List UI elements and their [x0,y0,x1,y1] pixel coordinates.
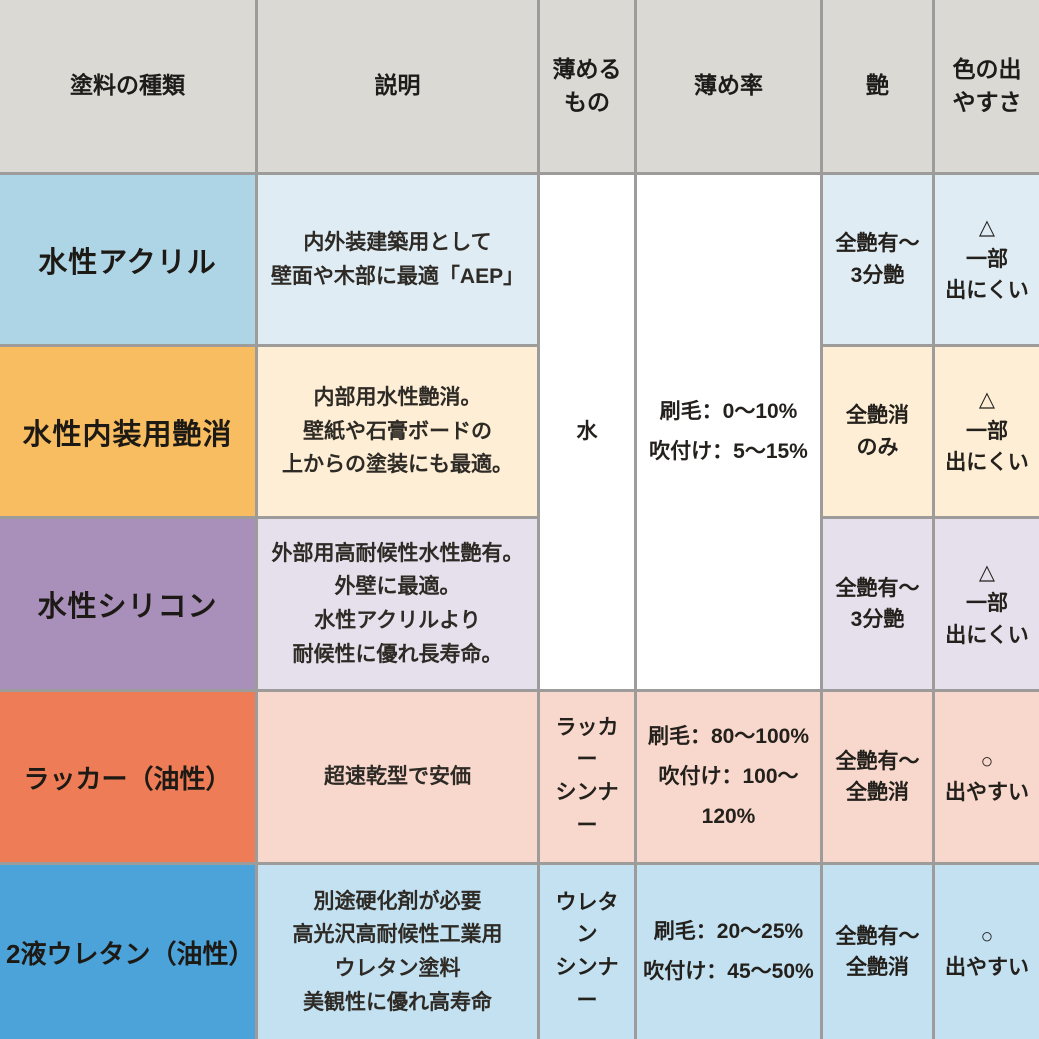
header-thinner: 薄める もの [540,0,634,172]
paint-type-cell: ラッカー（油性） [0,692,255,862]
header-gloss: 艶 [823,0,932,172]
description-cell: 内外装建築用として 壁面や木部に最適「AEP」 [258,175,537,344]
gloss-cell: 全艶有〜 3分艶 [823,175,932,344]
color-ease-cell: △ 一部 出にくい [935,175,1039,344]
header-paint-type: 塗料の種類 [0,0,255,172]
description-cell: 超速乾型で安価 [258,692,537,862]
paint-type-cell: 2液ウレタン（油性） [0,865,255,1039]
color-ease-cell: ○ 出やすい [935,865,1039,1039]
thinner-cell: ラッカー シンナー [540,692,634,862]
thinner-cell: ウレタン シンナー [540,865,634,1039]
paint-type-cell: 水性内装用艶消 [0,347,255,516]
gloss-cell: 全艶有〜 全艶消 [823,692,932,862]
gloss-cell: 全艶有〜 3分艶 [823,519,932,689]
header-description: 説明 [258,0,537,172]
description-cell: 外部用高耐候性水性艶有。 外壁に最適。 水性アクリルより 耐候性に優れ長寿命。 [258,519,537,689]
dilution-ratio-cell-merged-water: 刷毛：0〜10% 吹付け：5〜15% [637,175,820,689]
thinner-cell-merged-water: 水 [540,175,634,689]
color-ease-cell: △ 一部 出にくい [935,519,1039,689]
description-cell: 別途硬化剤が必要 高光沢高耐候性工業用 ウレタン塗料 美観性に優れ高寿命 [258,865,537,1039]
color-ease-cell: ○ 出やすい [935,692,1039,862]
header-color-ease: 色の出 やすさ [935,0,1039,172]
paint-type-cell: 水性アクリル [0,175,255,344]
color-ease-cell: △ 一部 出にくい [935,347,1039,516]
paint-type-cell: 水性シリコン [0,519,255,689]
header-dilution-ratio: 薄め率 [637,0,820,172]
description-cell: 内部用水性艶消。 壁紙や石膏ボードの 上からの塗装にも最適。 [258,347,537,516]
gloss-cell: 全艶消 のみ [823,347,932,516]
gloss-cell: 全艶有〜 全艶消 [823,865,932,1039]
dilution-ratio-cell: 刷毛：20〜25% 吹付け：45〜50% [637,865,820,1039]
dilution-ratio-cell: 刷毛：80〜100% 吹付け：100〜120% [637,692,820,862]
